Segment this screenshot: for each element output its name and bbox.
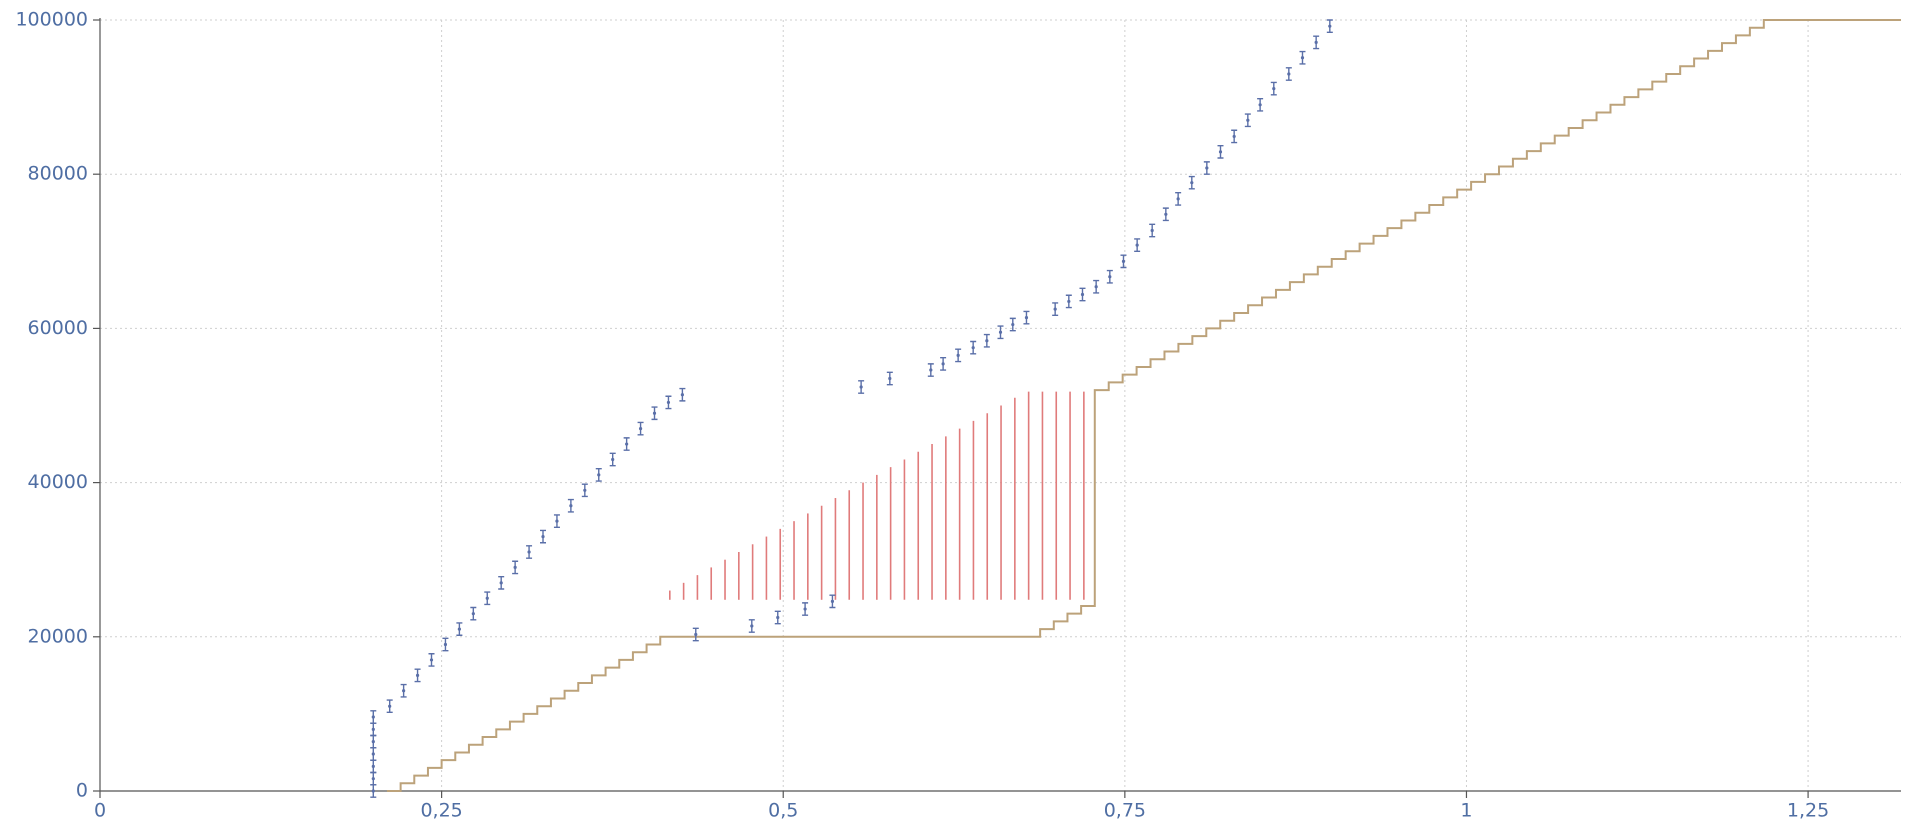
point bbox=[597, 473, 601, 477]
point bbox=[402, 689, 406, 693]
point bbox=[776, 615, 780, 620]
y-tick-label: 100000 bbox=[15, 9, 88, 31]
point bbox=[1246, 118, 1250, 122]
point bbox=[985, 339, 989, 343]
point bbox=[415, 673, 420, 677]
point bbox=[638, 427, 643, 431]
point bbox=[513, 565, 517, 570]
point bbox=[1232, 134, 1236, 139]
point bbox=[499, 581, 503, 585]
point bbox=[1190, 181, 1194, 185]
point bbox=[555, 519, 559, 523]
y-tick-label: 0 bbox=[76, 780, 88, 802]
point bbox=[1011, 322, 1015, 327]
point bbox=[803, 607, 807, 611]
point bbox=[569, 504, 573, 508]
point bbox=[371, 740, 375, 744]
point bbox=[666, 400, 671, 405]
point bbox=[388, 704, 392, 708]
x-tick-label: 1,25 bbox=[1787, 800, 1829, 822]
point bbox=[1121, 259, 1126, 263]
point bbox=[583, 488, 587, 492]
x-tick-label: 1 bbox=[1460, 800, 1472, 822]
point bbox=[457, 627, 461, 631]
y-tick-label: 40000 bbox=[28, 471, 88, 493]
point bbox=[652, 411, 657, 415]
point bbox=[1135, 243, 1139, 247]
point bbox=[443, 642, 448, 647]
point bbox=[1176, 197, 1180, 201]
point bbox=[1258, 103, 1262, 107]
y-tick-label: 20000 bbox=[28, 625, 88, 647]
point bbox=[625, 442, 629, 446]
x-tick-label: 0 bbox=[94, 800, 106, 822]
y-tick-label: 80000 bbox=[28, 163, 88, 185]
point bbox=[971, 346, 975, 350]
point bbox=[471, 612, 475, 616]
point bbox=[694, 632, 698, 637]
point bbox=[1314, 40, 1318, 44]
point bbox=[527, 550, 531, 554]
point bbox=[1272, 87, 1276, 91]
point bbox=[859, 385, 863, 389]
point bbox=[830, 599, 835, 603]
point bbox=[888, 376, 892, 381]
point bbox=[1164, 212, 1168, 216]
x-tick-label: 0,75 bbox=[1104, 800, 1146, 822]
x-tick-label: 0,5 bbox=[768, 800, 798, 822]
point bbox=[371, 789, 375, 793]
point bbox=[998, 330, 1003, 334]
point bbox=[371, 752, 375, 756]
point bbox=[371, 715, 375, 719]
point bbox=[485, 596, 489, 600]
point bbox=[1067, 299, 1071, 304]
point bbox=[941, 362, 945, 366]
point bbox=[1300, 56, 1305, 60]
point bbox=[1080, 292, 1085, 297]
point bbox=[1150, 228, 1154, 233]
point bbox=[371, 764, 375, 768]
point bbox=[929, 368, 933, 372]
point bbox=[750, 624, 754, 628]
point bbox=[1024, 316, 1029, 320]
point bbox=[1053, 307, 1057, 311]
point bbox=[371, 727, 375, 731]
point bbox=[680, 393, 684, 397]
point bbox=[1328, 24, 1332, 28]
point bbox=[956, 353, 960, 357]
point bbox=[429, 658, 434, 662]
step-line bbox=[386, 19, 1901, 792]
point bbox=[541, 534, 545, 539]
point bbox=[1108, 275, 1112, 279]
point bbox=[1287, 72, 1291, 76]
point bbox=[371, 777, 375, 781]
x-tick-label: 0,25 bbox=[420, 800, 462, 822]
y-tick-label: 60000 bbox=[28, 317, 88, 339]
point bbox=[611, 457, 615, 462]
point bbox=[1218, 150, 1223, 154]
point bbox=[1094, 285, 1098, 289]
point bbox=[1205, 166, 1209, 170]
